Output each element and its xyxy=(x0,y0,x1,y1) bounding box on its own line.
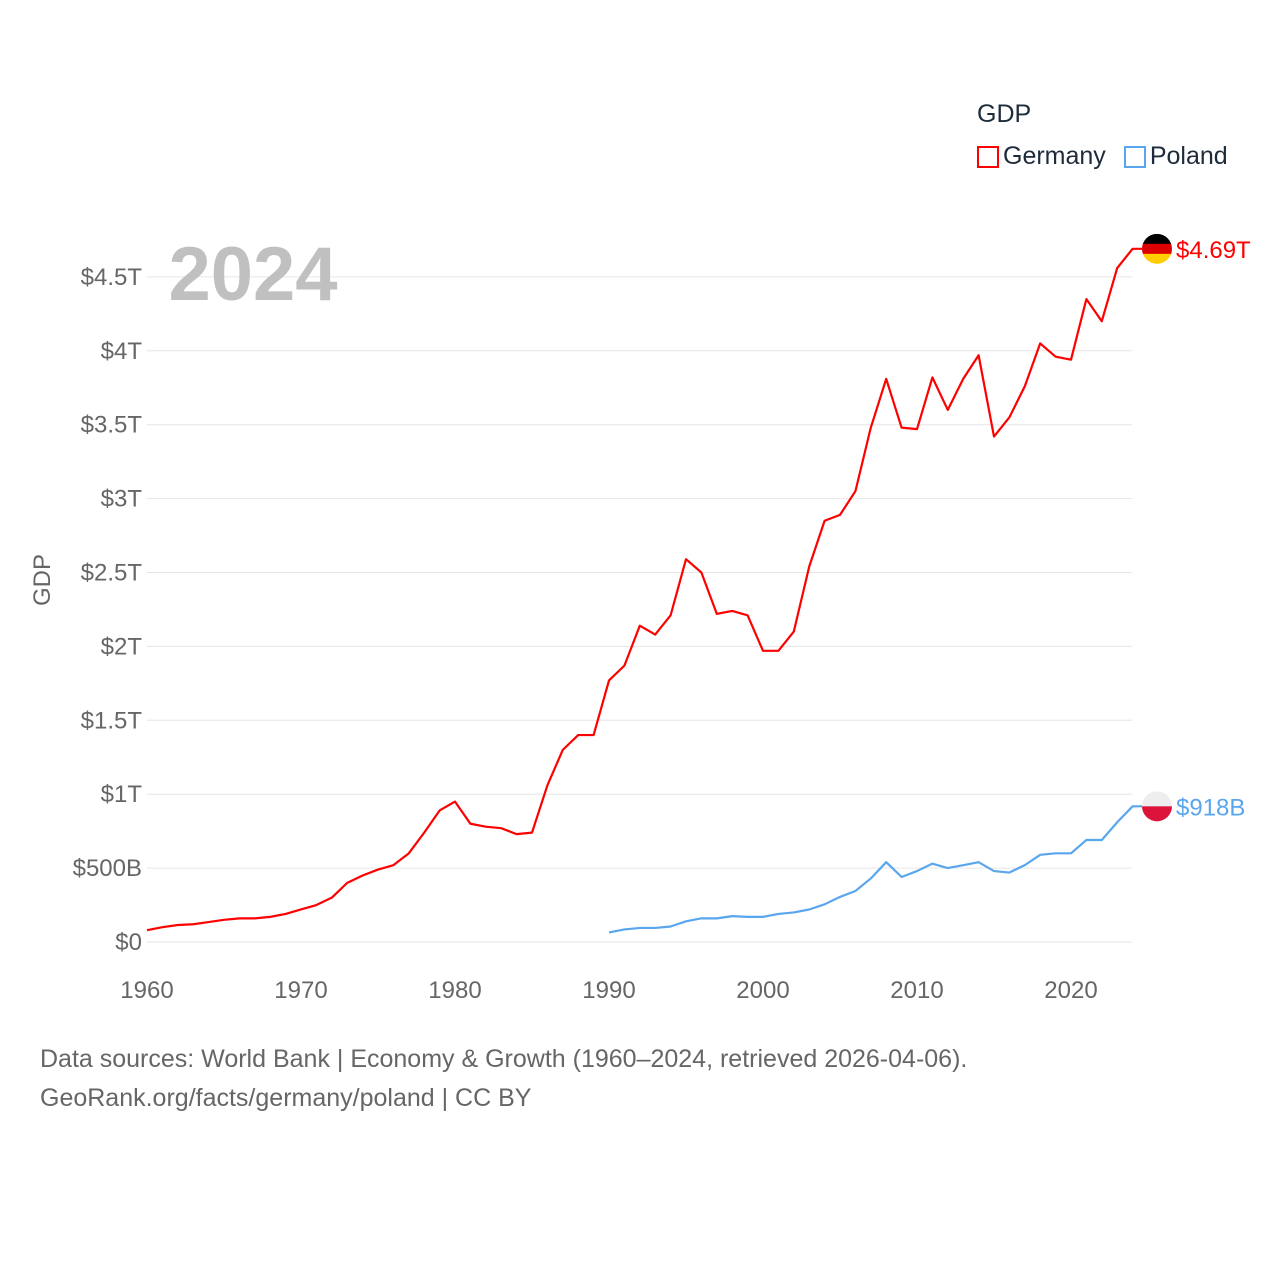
flag-band xyxy=(1142,791,1172,807)
footer-link[interactable]: GeoRank.org/facts/germany/poland | CC BY xyxy=(40,1084,532,1112)
y-tick-label: $3.5T xyxy=(81,412,143,439)
x-tick-label: 2000 xyxy=(736,977,789,1004)
y-tick-label: $1.5T xyxy=(81,707,143,734)
legend-item-poland[interactable]: Poland xyxy=(1123,142,1228,171)
year-title: 2024 xyxy=(168,232,337,317)
legend-title: GDP xyxy=(977,100,1032,128)
y-tick-label: $0 xyxy=(115,929,142,956)
legend-label-poland: Poland xyxy=(1149,142,1228,170)
x-tick-label: 2010 xyxy=(890,977,943,1004)
poland-swatch-icon xyxy=(1123,145,1146,168)
footer-sources: Data sources: World Bank | Economy & Gro… xyxy=(40,1045,968,1073)
flag-band xyxy=(1142,243,1172,255)
germany-line xyxy=(146,247,1142,932)
flag-band xyxy=(1142,253,1172,264)
y-axis-label: GDP xyxy=(29,554,56,606)
poland-line xyxy=(608,805,1142,934)
y-tick-label: $4T xyxy=(101,338,143,365)
legend-label-germany: Germany xyxy=(1003,142,1106,170)
flag-band xyxy=(1142,233,1172,245)
legend-item-germany[interactable]: Germany xyxy=(977,142,1106,171)
x-tick-label: 1990 xyxy=(582,977,635,1004)
x-tick-label: 1960 xyxy=(120,977,173,1004)
x-tick-label: 1970 xyxy=(274,977,327,1004)
y-tick-label: $4.5T xyxy=(81,264,143,291)
y-tick-label: $2T xyxy=(101,633,143,660)
germany-flag-icon xyxy=(1142,233,1172,264)
legend: Germany Poland xyxy=(977,142,1228,171)
y-tick-label: $2.5T xyxy=(81,560,143,587)
x-tick-label: 2020 xyxy=(1044,977,1097,1004)
poland-end-label: $918B xyxy=(1176,794,1245,821)
germany-swatch-icon xyxy=(977,145,999,168)
germany-end-label: $4.69T xyxy=(1176,237,1251,264)
y-tick-label: $500B xyxy=(73,855,142,882)
y-tick-label: $1T xyxy=(101,781,143,808)
y-tick-label: $3T xyxy=(101,486,143,513)
poland-flag-icon xyxy=(1142,791,1172,822)
x-tick-label: 1980 xyxy=(428,977,481,1004)
flag-band xyxy=(1142,806,1172,822)
